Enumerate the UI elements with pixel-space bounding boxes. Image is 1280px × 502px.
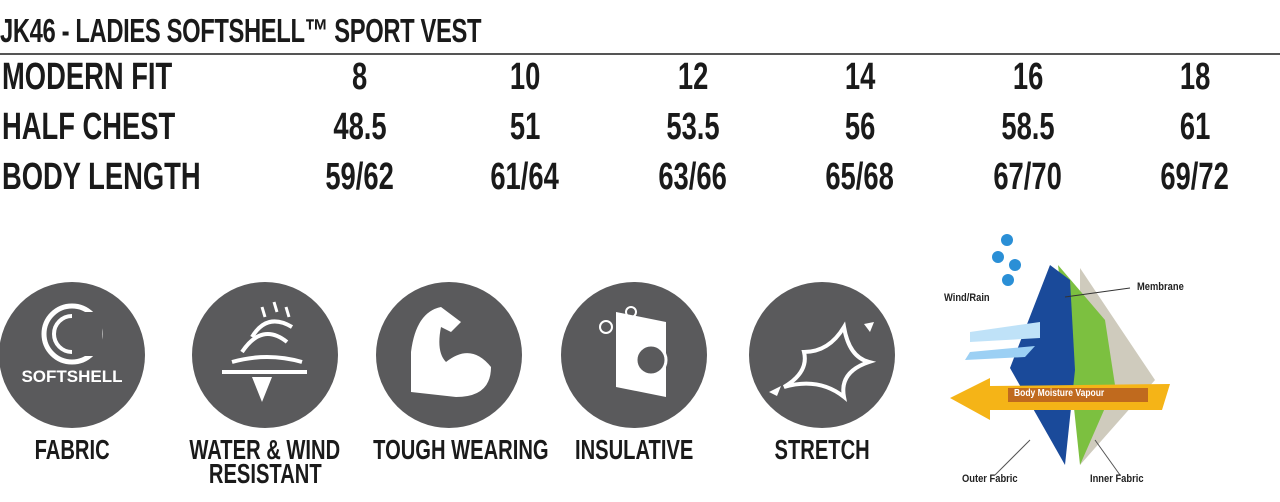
- size-cell: 58.5: [1001, 106, 1055, 148]
- vapour-label: Body Moisture Vapour: [1014, 388, 1105, 399]
- size-cell: 69/72: [1160, 156, 1230, 198]
- row-label: BODY LENGTH: [2, 156, 201, 198]
- title-divider: [0, 53, 1280, 55]
- feature-label: FABRIC: [34, 434, 110, 465]
- size-cell: 67/70: [993, 156, 1063, 198]
- flexed-arm-icon: [376, 282, 522, 428]
- size-cell: 48.5: [333, 106, 387, 148]
- feature-label: STRETCH: [774, 434, 870, 465]
- size-cell: 59/62: [325, 156, 395, 198]
- product-title: JK46 - LADIES SOFTSHELL™ SPORT VEST: [0, 12, 482, 49]
- size-row: MODERN FIT 8 10 12 14 16 18: [0, 56, 1280, 100]
- size-cell: 14: [844, 56, 876, 98]
- stretch-icon: [749, 282, 895, 428]
- wind-rain-label: Wind/Rain: [944, 292, 990, 304]
- insulation-icon: [561, 282, 707, 428]
- size-cell: 56: [844, 106, 876, 148]
- fabric-layer-diagram: Wind/Rain Membrane Body Moisture Vapour …: [930, 220, 1280, 497]
- size-cell: 12: [677, 56, 709, 98]
- membrane-layer: [1058, 265, 1115, 465]
- row-label: HALF CHEST: [2, 106, 176, 148]
- inner-fabric-label: Inner Fabric: [1090, 473, 1144, 485]
- raindrops-icon: [992, 234, 1021, 286]
- softshell-icon: SOFTSHELL: [0, 282, 145, 428]
- outer-fabric-label: Outer Fabric: [962, 473, 1018, 485]
- size-cell: 8: [352, 56, 368, 98]
- inner-pointer: [1094, 439, 1121, 476]
- size-row: BODY LENGTH 59/62 61/64 63/66 65/68 67/70 69/7…: [0, 156, 1280, 200]
- membrane-pointer: [1064, 287, 1131, 298]
- svg-text:SOFTSHELL: SOFTSHELL: [21, 367, 122, 386]
- feature-label: WATER & WIND RESISTANT: [189, 434, 341, 489]
- size-cell: 10: [509, 56, 541, 98]
- size-cell: 16: [1012, 56, 1044, 98]
- size-cell: 51: [509, 106, 541, 148]
- feature-label: INSULATIVE: [574, 434, 694, 465]
- size-row: HALF CHEST 48.5 51 53.5 56 58.5 61: [0, 106, 1280, 150]
- outer-fabric-layer: [1010, 265, 1075, 465]
- membrane-label: Membrane: [1137, 281, 1184, 293]
- fabric-layers-illustration: [950, 234, 1170, 476]
- row-label: MODERN FIT: [2, 56, 173, 98]
- water-wind-icon: [192, 282, 338, 428]
- wind-arrow: [965, 346, 1035, 360]
- size-cell: 61: [1179, 106, 1211, 148]
- feature-label: TOUGH WEARING: [373, 434, 549, 465]
- size-cell: 53.5: [666, 106, 720, 148]
- size-cell: 18: [1179, 56, 1211, 98]
- size-cell: 63/66: [658, 156, 728, 198]
- outer-pointer: [994, 439, 1031, 476]
- size-cell: 61/64: [490, 156, 560, 198]
- size-cell: 65/68: [825, 156, 895, 198]
